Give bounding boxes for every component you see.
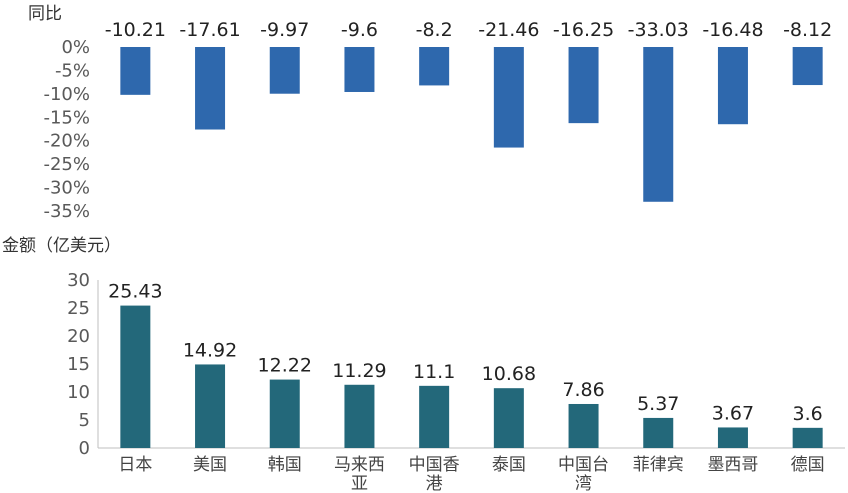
amount-axis-title: 金额（亿美元）	[2, 236, 121, 256]
yoy-y-tick-label: -20%	[43, 131, 90, 152]
amount-data-label: 3.6	[793, 403, 823, 425]
amount-bar	[643, 417, 674, 448]
amount-y-tick-label: 5	[79, 410, 90, 431]
yoy-data-label: -16.25	[553, 19, 614, 41]
yoy-bar	[120, 47, 151, 95]
yoy-data-label: -9.6	[341, 19, 378, 41]
amount-data-label: 14.92	[183, 339, 237, 361]
amount-category-label: 美国	[193, 455, 227, 475]
yoy-bar	[643, 47, 674, 202]
amount-data-label: 10.68	[482, 363, 536, 385]
yoy-axis-title: 同比	[28, 4, 62, 24]
amount-category-label: 港	[426, 474, 443, 493]
yoy-data-label: -21.46	[478, 19, 539, 41]
yoy-y-tick-label: -15%	[43, 107, 90, 128]
yoy-data-label: -10.21	[105, 19, 166, 41]
yoy-data-label: -16.48	[702, 19, 763, 41]
amount-category-label: 墨西哥	[707, 455, 758, 475]
amount-y-tick-label: 20	[67, 326, 90, 347]
yoy-bar	[269, 47, 300, 94]
amount-y-tick-label: 15	[67, 354, 90, 375]
yoy-bar	[493, 47, 524, 148]
amount-data-label: 7.86	[562, 379, 604, 401]
amount-category-label: 中国台	[558, 455, 609, 475]
amount-data-label: 3.67	[712, 402, 754, 424]
yoy-data-label: -8.12	[783, 19, 832, 41]
amount-bar	[120, 305, 151, 448]
yoy-y-tick-label: -30%	[43, 178, 90, 199]
amount-category-label: 德国	[791, 455, 825, 475]
amount-y-tick-label: 0	[79, 438, 90, 459]
yoy-data-label: -9.97	[260, 19, 309, 41]
yoy-y-tick-label: -35%	[43, 201, 90, 222]
amount-category-label: 韩国	[268, 455, 302, 475]
amount-data-label: 12.22	[258, 355, 312, 377]
amount-bar	[419, 385, 450, 448]
amount-category-label: 中国香	[409, 455, 460, 475]
amount-data-label: 11.1	[413, 361, 455, 383]
yoy-data-label: -17.61	[179, 19, 240, 41]
amount-chart: 金额（亿美元） 0 5 10 15 20 25 30 25.43 14.92 12.22 11.2…	[2, 236, 845, 493]
yoy-data-label: -8.2	[416, 19, 453, 41]
yoy-y-tick-label: -10%	[43, 84, 90, 105]
amount-y-tick-label: 30	[67, 270, 90, 291]
amount-data-label: 5.37	[637, 393, 679, 415]
yoy-y-tick-label: -5%	[55, 60, 90, 81]
amount-bar	[344, 384, 375, 448]
amount-category-label: 泰国	[492, 455, 526, 475]
amount-bar	[568, 403, 599, 448]
amount-bars	[120, 305, 823, 448]
yoy-data-labels: -10.21 -17.61 -9.97 -9.6 -8.2 -21.46 -16.25 -33…	[105, 19, 833, 41]
amount-bar	[717, 427, 748, 448]
amount-bar	[195, 364, 226, 448]
amount-category-label: 亚	[351, 474, 368, 493]
amount-category-label: 马来西	[334, 455, 385, 475]
yoy-bar	[195, 47, 226, 130]
amount-y-axis-ticks: 0 5 10 15 20 25 30	[67, 270, 90, 459]
amount-bar	[269, 379, 300, 448]
amount-y-tick-label: 10	[67, 382, 90, 403]
yoy-bar	[568, 47, 599, 124]
yoy-bar	[792, 47, 823, 86]
yoy-y-tick-label: 0%	[61, 37, 90, 58]
yoy-bar	[344, 47, 375, 92]
yoy-bars	[120, 47, 823, 202]
amount-data-label: 11.29	[332, 360, 386, 382]
amount-data-labels: 25.43 14.92 12.22 11.29 11.1 10.68 7.86 5.37 3.6…	[108, 281, 823, 425]
amount-bar	[792, 427, 823, 448]
yoy-bar	[717, 47, 748, 125]
amount-category-label: 日本	[118, 455, 152, 475]
amount-category-label: 湾	[575, 474, 592, 493]
yoy-data-label: -33.03	[628, 19, 689, 41]
amount-data-label: 25.43	[108, 281, 162, 303]
yoy-change-chart: 同比 0%-5%-10%-15%-20%-25%-30%-35% -10.21-…	[28, 4, 832, 222]
yoy-y-tick-label: -25%	[43, 154, 90, 175]
amount-bar	[493, 388, 524, 448]
amount-y-tick-label: 25	[67, 298, 90, 319]
yoy-bar	[419, 47, 450, 86]
yoy-y-axis-ticks: 0%-5% -10%-15% -20%-25% -30%-35%	[43, 37, 90, 222]
amount-category-label: 菲律宾	[633, 455, 684, 475]
